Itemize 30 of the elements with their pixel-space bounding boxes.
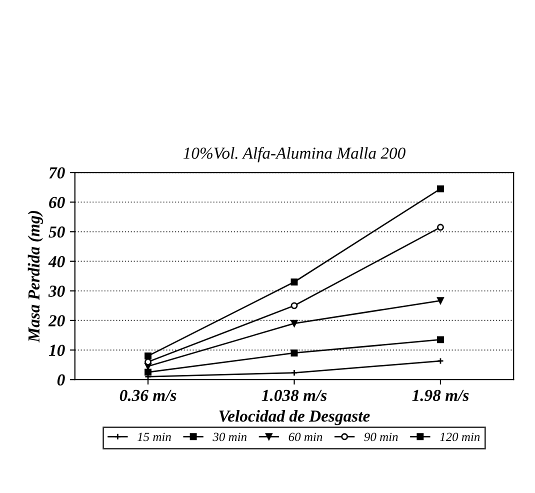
point: [437, 224, 444, 231]
x-axis-title: Velocidad de Desgaste: [219, 410, 370, 426]
y-tick-label: 20: [48, 315, 65, 326]
point: [290, 369, 298, 376]
x-tick-label: 1.038 m/s: [262, 390, 327, 402]
legend-label: 15 min: [138, 432, 171, 442]
legend-label: 30 min: [212, 432, 247, 442]
point: [144, 368, 152, 376]
point: [437, 297, 444, 304]
y-tick-label: 70: [49, 167, 65, 178]
y-tick-label: 30: [48, 286, 65, 297]
point: [290, 320, 298, 327]
point: [437, 185, 444, 192]
x-tick-label: 1.98 m/s: [412, 390, 469, 402]
legend-label: 90 min: [364, 432, 398, 442]
point: [290, 278, 298, 286]
chart-title: 10%Vol. Alfa-Alumina Malla 200: [183, 146, 406, 162]
y-tick-label: 50: [48, 226, 65, 238]
point: [144, 352, 152, 360]
y-tick-label: 60: [49, 196, 65, 208]
point: [290, 302, 298, 310]
point: [290, 350, 298, 356]
y-axis-title: Masa Perdida (mg): [28, 210, 43, 342]
y-tick-label: 40: [48, 256, 65, 268]
legend-label: 60 min: [288, 432, 322, 442]
y-tick-label: 10: [48, 344, 65, 356]
y-tick-label: 0: [57, 374, 65, 386]
legend-label: 120 min: [440, 432, 480, 442]
point: [437, 336, 444, 344]
x-tick-label: 0.36 m/s: [120, 390, 176, 402]
